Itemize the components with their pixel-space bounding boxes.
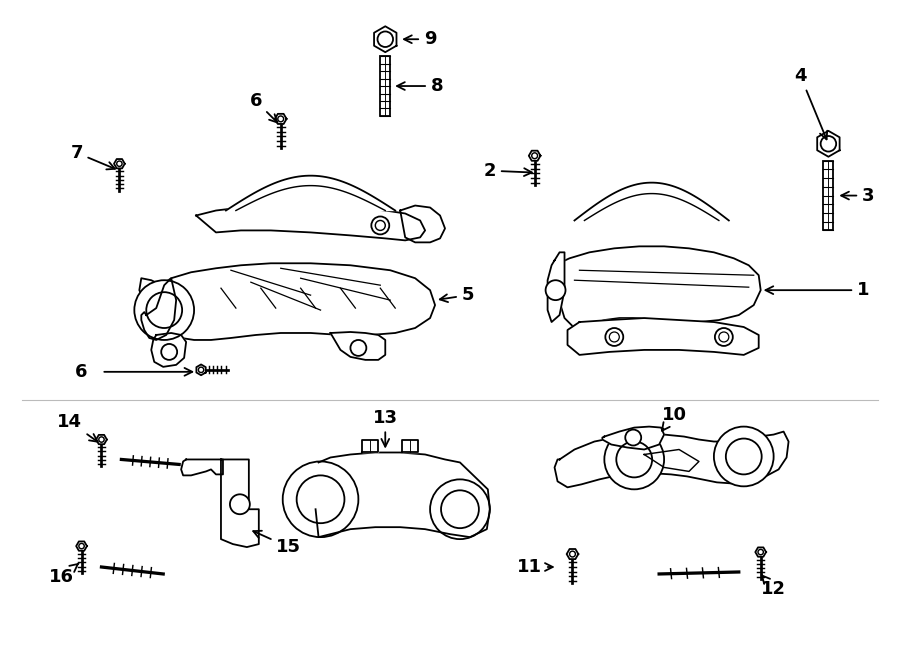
Polygon shape bbox=[755, 547, 766, 557]
Text: 3: 3 bbox=[842, 186, 875, 204]
Text: 14: 14 bbox=[57, 412, 97, 442]
Polygon shape bbox=[529, 151, 541, 161]
Text: 9: 9 bbox=[404, 30, 436, 48]
Circle shape bbox=[715, 328, 733, 346]
Text: 16: 16 bbox=[50, 563, 78, 586]
Polygon shape bbox=[140, 263, 435, 340]
Circle shape bbox=[616, 442, 652, 477]
Polygon shape bbox=[141, 278, 176, 340]
Circle shape bbox=[350, 340, 366, 356]
Circle shape bbox=[606, 328, 624, 346]
Circle shape bbox=[609, 332, 619, 342]
Circle shape bbox=[719, 332, 729, 342]
Text: 6: 6 bbox=[249, 92, 277, 122]
Circle shape bbox=[297, 475, 345, 524]
Polygon shape bbox=[151, 333, 186, 367]
Polygon shape bbox=[402, 440, 418, 453]
Polygon shape bbox=[196, 206, 425, 241]
Circle shape bbox=[230, 494, 250, 514]
Circle shape bbox=[430, 479, 490, 539]
Polygon shape bbox=[567, 549, 579, 559]
Bar bbox=[381, 56, 391, 116]
Polygon shape bbox=[602, 426, 664, 449]
Polygon shape bbox=[181, 459, 223, 475]
Polygon shape bbox=[114, 159, 125, 169]
Text: 5: 5 bbox=[440, 286, 474, 304]
Polygon shape bbox=[574, 182, 729, 221]
Text: 4: 4 bbox=[795, 67, 827, 139]
Polygon shape bbox=[568, 318, 759, 355]
Circle shape bbox=[161, 344, 177, 360]
Polygon shape bbox=[400, 206, 445, 243]
Circle shape bbox=[714, 426, 774, 486]
Circle shape bbox=[372, 217, 390, 235]
Circle shape bbox=[441, 490, 479, 528]
Polygon shape bbox=[554, 247, 760, 328]
Circle shape bbox=[725, 438, 761, 475]
Polygon shape bbox=[554, 432, 788, 487]
Polygon shape bbox=[76, 541, 87, 551]
Polygon shape bbox=[547, 253, 564, 322]
Text: 15: 15 bbox=[253, 531, 302, 556]
Polygon shape bbox=[374, 26, 397, 52]
Text: 12: 12 bbox=[761, 575, 786, 598]
Circle shape bbox=[134, 280, 194, 340]
Circle shape bbox=[147, 292, 182, 328]
Text: 1: 1 bbox=[766, 281, 869, 299]
Bar bbox=[824, 161, 833, 231]
Polygon shape bbox=[221, 459, 259, 547]
Text: 13: 13 bbox=[373, 408, 398, 447]
Circle shape bbox=[604, 430, 664, 489]
Circle shape bbox=[545, 280, 565, 300]
Text: 10: 10 bbox=[662, 406, 687, 431]
Polygon shape bbox=[330, 332, 385, 360]
Text: 8: 8 bbox=[397, 77, 444, 95]
Polygon shape bbox=[817, 131, 840, 157]
Polygon shape bbox=[363, 440, 378, 453]
Polygon shape bbox=[316, 453, 490, 537]
Text: 7: 7 bbox=[70, 143, 115, 169]
Polygon shape bbox=[274, 114, 286, 124]
Circle shape bbox=[375, 221, 385, 231]
Text: 6: 6 bbox=[76, 363, 88, 381]
Text: 11: 11 bbox=[518, 558, 553, 576]
Polygon shape bbox=[196, 364, 206, 375]
Text: 2: 2 bbox=[483, 162, 532, 180]
Polygon shape bbox=[226, 176, 395, 210]
Polygon shape bbox=[96, 435, 107, 444]
Circle shape bbox=[626, 430, 641, 446]
Circle shape bbox=[283, 461, 358, 537]
